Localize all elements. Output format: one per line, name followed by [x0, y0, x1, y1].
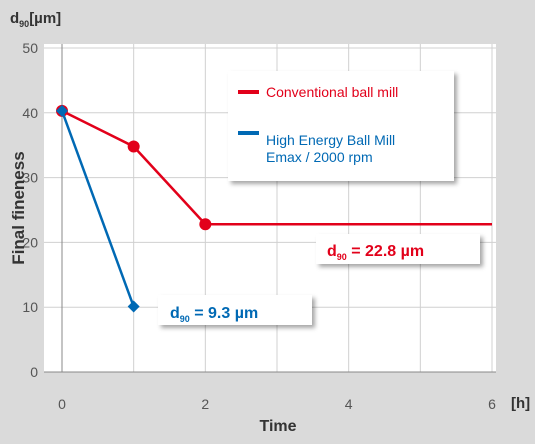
legend-box	[228, 71, 454, 181]
annotation-text-conventional: d90 = 22.8 µm	[327, 243, 424, 262]
y-axis-unit-label: d90[µm]	[10, 10, 61, 29]
y-tick-label: 20	[22, 234, 38, 250]
axes	[44, 44, 496, 373]
legend-label-high-energy-line1: High Energy Ball Mill	[266, 132, 395, 148]
data-series	[56, 104, 492, 313]
y-axis-title: Final fineness	[9, 151, 28, 264]
y-tick-label: 30	[22, 170, 38, 186]
y-tick-label: 10	[22, 299, 38, 315]
y-axis-unit-subscript: 90	[19, 19, 29, 29]
series-point-1	[56, 104, 68, 117]
series-point-0	[127, 140, 140, 153]
legend: Conventional ball mill High Energy Ball …	[228, 71, 454, 181]
legend-label-high-energy: High Energy Ball Mill Emax / 2000 rpm	[266, 132, 399, 165]
series-point-0	[199, 218, 212, 231]
legend-label-high-energy-line2: Emax / 2000 rpm	[266, 149, 373, 165]
annotation-text-high-energy: d90 = 9.3 µm	[170, 305, 258, 324]
x-tick-label: 0	[58, 396, 66, 412]
x-tick-label: 4	[345, 396, 353, 412]
x-axis-title: Time	[259, 418, 296, 435]
tick-labels: 0 10 20 30 40 50 0 2 4 6	[22, 40, 496, 412]
legend-label-conventional: Conventional ball mill	[266, 84, 398, 100]
y-tick-label: 0	[30, 364, 38, 380]
annotation-conventional: d90 = 22.8 µm	[316, 234, 480, 264]
y-tick-label: 40	[22, 105, 38, 121]
series-line-0	[61, 109, 492, 226]
series-line-1	[60, 110, 135, 307]
annotation-high-energy: d90 = 9.3 µm	[158, 295, 312, 325]
annotation-box-conventional	[316, 234, 480, 264]
series-point-1	[127, 300, 140, 313]
x-axis-unit-label: [h]	[511, 395, 530, 412]
x-tick-label: 2	[201, 396, 209, 412]
x-tick-label: 6	[488, 396, 496, 412]
y-tick-label: 50	[22, 40, 38, 56]
annotation-box-high-energy	[158, 295, 312, 325]
